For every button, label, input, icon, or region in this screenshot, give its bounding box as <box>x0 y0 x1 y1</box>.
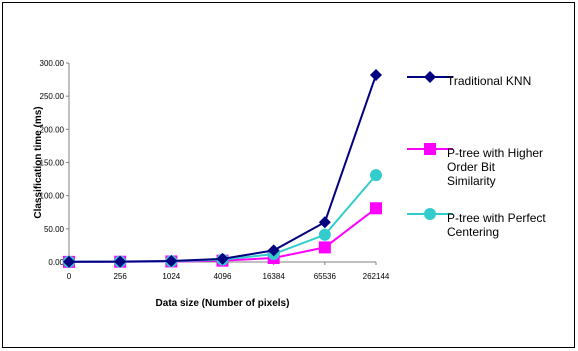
data-point <box>216 252 229 265</box>
y-tick-label: 300.00 <box>40 59 65 68</box>
x-tick-label: 0 <box>67 272 72 281</box>
legend-marker <box>424 71 436 83</box>
y-tick-label: 150.00 <box>40 159 65 168</box>
data-point <box>318 241 331 254</box>
legend-marker <box>424 143 436 155</box>
legend-label: Traditional KNN <box>447 74 531 88</box>
y-tick-label: 50.00 <box>44 225 65 234</box>
legend-label: Centering <box>447 225 499 239</box>
data-point <box>370 202 382 215</box>
data-point <box>370 169 382 182</box>
data-point <box>165 255 178 268</box>
series-0 <box>63 68 382 268</box>
y-tick-label: 100.00 <box>40 192 65 201</box>
data-point <box>318 216 331 229</box>
data-point <box>318 228 331 241</box>
chart-svg: 0.0050.00100.00150.00200.00250.00300.00 … <box>33 59 546 309</box>
x-tick-label: 1024 <box>162 272 180 281</box>
x-tick-label: 262144 <box>363 272 390 281</box>
y-tick-label: 200.00 <box>40 125 65 134</box>
legend-label: Similarity <box>447 174 496 188</box>
legend-item: Traditional KNN <box>407 71 531 88</box>
data-point <box>267 244 280 257</box>
y-axis-title: Classification time (ms) <box>33 106 44 218</box>
y-tick-label: 250.00 <box>40 92 65 101</box>
x-tick-label: 256 <box>113 272 127 281</box>
y-tick-label: 0.00 <box>48 258 64 267</box>
x-axis-title: Data size (Number of pixels) <box>156 298 290 309</box>
y-axis-ticks: 0.00 50.00 100.00 150.00 200.00 250.00 300.00 <box>40 59 69 267</box>
legend-marker <box>424 208 436 220</box>
legend-label: P-tree with Perfect <box>447 211 546 225</box>
data-point <box>370 68 382 81</box>
series-layer <box>63 68 382 268</box>
chart-frame: 0.00 50.00 100.00 150.00 200.00 250.00 300.00 … <box>2 2 575 348</box>
legend-label: P-tree with Higher <box>447 146 543 160</box>
x-tick-label: 16384 <box>263 272 286 281</box>
x-tick-label: 65536 <box>314 272 337 281</box>
data-point <box>63 255 75 268</box>
x-tick-label: 4096 <box>214 272 232 281</box>
legend-label: Order Bit <box>447 160 496 174</box>
